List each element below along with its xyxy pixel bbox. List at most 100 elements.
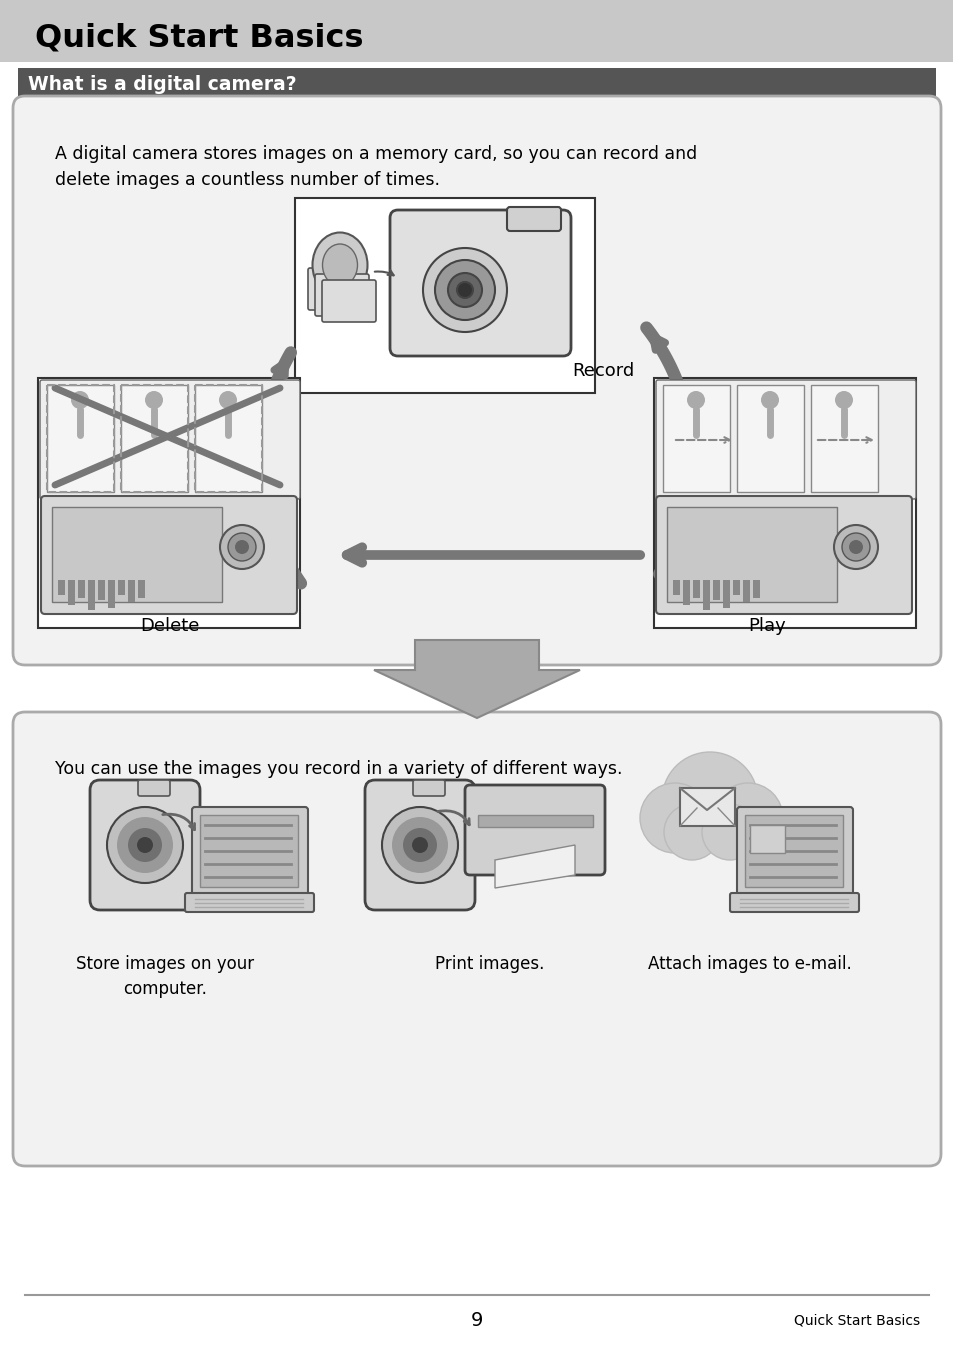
Polygon shape xyxy=(495,845,575,887)
Circle shape xyxy=(107,807,183,883)
Ellipse shape xyxy=(834,391,852,408)
FancyBboxPatch shape xyxy=(314,274,369,316)
FancyBboxPatch shape xyxy=(47,385,113,493)
Bar xyxy=(682,579,689,605)
Bar xyxy=(712,579,720,600)
Circle shape xyxy=(402,828,436,862)
Text: Record: Record xyxy=(572,362,634,380)
FancyBboxPatch shape xyxy=(654,379,915,628)
Ellipse shape xyxy=(145,391,163,408)
Text: Play: Play xyxy=(747,617,785,635)
Bar xyxy=(68,579,75,605)
Bar xyxy=(752,579,760,598)
FancyBboxPatch shape xyxy=(656,497,911,613)
Bar xyxy=(118,579,125,594)
Text: Store images on your
computer.: Store images on your computer. xyxy=(76,955,253,997)
Bar xyxy=(58,579,65,594)
Circle shape xyxy=(137,837,152,854)
Circle shape xyxy=(639,783,709,854)
Circle shape xyxy=(841,533,869,560)
Bar xyxy=(672,579,679,594)
FancyBboxPatch shape xyxy=(38,379,299,628)
Text: Quick Start Basics: Quick Start Basics xyxy=(35,23,363,53)
Bar xyxy=(98,579,105,600)
FancyBboxPatch shape xyxy=(40,380,299,499)
Circle shape xyxy=(848,540,862,554)
FancyBboxPatch shape xyxy=(365,780,475,911)
Text: 9: 9 xyxy=(471,1311,482,1330)
Circle shape xyxy=(833,525,877,569)
FancyBboxPatch shape xyxy=(200,816,297,887)
FancyBboxPatch shape xyxy=(477,816,593,826)
Circle shape xyxy=(381,807,457,883)
Text: Quick Start Basics: Quick Start Basics xyxy=(793,1314,919,1327)
Bar xyxy=(732,579,740,594)
FancyBboxPatch shape xyxy=(656,380,915,499)
Bar xyxy=(18,68,935,100)
Ellipse shape xyxy=(71,391,89,408)
FancyBboxPatch shape xyxy=(194,385,262,493)
Circle shape xyxy=(422,248,506,332)
Circle shape xyxy=(220,525,264,569)
FancyBboxPatch shape xyxy=(41,497,296,613)
Text: A digital camera stores images on a memory card, so you can record and
delete im: A digital camera stores images on a memo… xyxy=(55,145,697,190)
Circle shape xyxy=(712,783,782,854)
Polygon shape xyxy=(374,641,579,718)
FancyBboxPatch shape xyxy=(138,780,170,797)
Ellipse shape xyxy=(322,244,357,286)
Ellipse shape xyxy=(219,391,236,408)
Circle shape xyxy=(663,803,720,860)
FancyBboxPatch shape xyxy=(737,807,852,898)
FancyBboxPatch shape xyxy=(464,784,604,875)
FancyBboxPatch shape xyxy=(666,508,836,603)
FancyBboxPatch shape xyxy=(52,508,222,603)
Circle shape xyxy=(228,533,255,560)
Circle shape xyxy=(456,282,473,299)
FancyBboxPatch shape xyxy=(185,893,314,912)
Bar xyxy=(742,579,749,603)
FancyBboxPatch shape xyxy=(506,208,560,231)
Bar xyxy=(702,579,709,611)
Circle shape xyxy=(412,837,428,854)
Bar xyxy=(78,579,85,598)
Circle shape xyxy=(435,261,495,320)
Circle shape xyxy=(117,817,172,873)
FancyBboxPatch shape xyxy=(308,267,361,309)
Ellipse shape xyxy=(313,232,367,297)
Text: Attach images to e-mail.: Attach images to e-mail. xyxy=(647,955,851,973)
FancyBboxPatch shape xyxy=(737,385,803,493)
Bar xyxy=(108,579,115,608)
FancyBboxPatch shape xyxy=(413,780,444,797)
Text: Print images.: Print images. xyxy=(435,955,544,973)
Circle shape xyxy=(128,828,162,862)
FancyBboxPatch shape xyxy=(729,893,858,912)
FancyBboxPatch shape xyxy=(744,816,842,887)
FancyBboxPatch shape xyxy=(390,210,571,356)
FancyBboxPatch shape xyxy=(121,385,188,493)
Bar xyxy=(0,0,953,62)
Text: What is a digital camera?: What is a digital camera? xyxy=(28,75,296,94)
FancyBboxPatch shape xyxy=(662,385,729,493)
Bar xyxy=(88,579,95,611)
FancyBboxPatch shape xyxy=(749,825,784,854)
FancyBboxPatch shape xyxy=(679,788,734,826)
Circle shape xyxy=(701,803,758,860)
Circle shape xyxy=(392,817,448,873)
FancyBboxPatch shape xyxy=(294,198,595,394)
Text: You can use the images you record in a variety of different ways.: You can use the images you record in a v… xyxy=(55,760,622,778)
Text: Delete: Delete xyxy=(140,617,199,635)
Bar xyxy=(692,579,700,598)
FancyBboxPatch shape xyxy=(13,712,940,1166)
Circle shape xyxy=(234,540,249,554)
Bar xyxy=(128,579,135,603)
FancyBboxPatch shape xyxy=(13,96,940,665)
Ellipse shape xyxy=(760,391,779,408)
FancyBboxPatch shape xyxy=(90,780,200,911)
Bar xyxy=(722,579,729,608)
FancyBboxPatch shape xyxy=(810,385,877,493)
FancyBboxPatch shape xyxy=(192,807,308,898)
FancyBboxPatch shape xyxy=(322,280,375,322)
Circle shape xyxy=(661,752,758,848)
Bar xyxy=(138,579,145,598)
Circle shape xyxy=(448,273,481,307)
